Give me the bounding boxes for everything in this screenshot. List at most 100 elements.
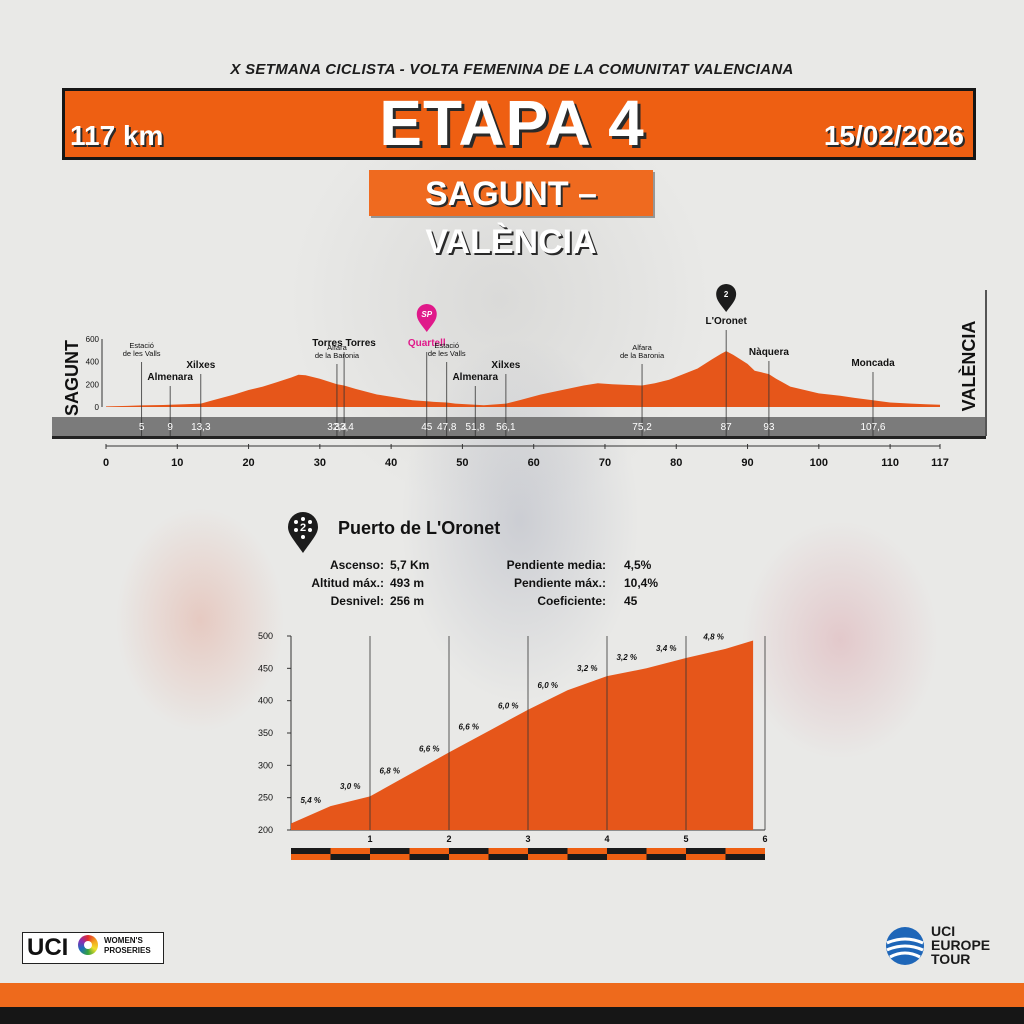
- proseries-line-1: WOMEN'S: [104, 936, 143, 945]
- km-axis-label: 110: [881, 457, 899, 469]
- km-axis-label: 40: [385, 457, 397, 469]
- km-axis-label: 90: [741, 457, 753, 469]
- stage-distance: 117 km: [70, 120, 164, 151]
- place-name-label: Quartell: [408, 338, 446, 349]
- km-point-label: 13,3: [191, 422, 211, 433]
- km-stripe-segment: [488, 854, 528, 860]
- km-axis-label: 100: [810, 457, 828, 469]
- stat-value-max-altitude: 493 m: [390, 576, 425, 590]
- km-point-label: 9: [167, 422, 173, 433]
- segment-gradient-label: 5,4 %: [301, 796, 321, 805]
- km-point-label: 51,8: [466, 422, 486, 433]
- segment-gradient-label: 6,0 %: [538, 681, 558, 690]
- km-point-label: 33,4: [334, 422, 354, 433]
- footer-orange-bar: [0, 983, 1024, 1007]
- stat-value-coefficient: 45: [624, 594, 638, 608]
- segment-gradient-label: 3,2 %: [577, 664, 597, 673]
- km-axis-label: 30: [314, 457, 326, 469]
- km-point-label: 32,4: [327, 422, 347, 433]
- uci-rings-center: [84, 941, 92, 949]
- km-axis-label: 117: [931, 457, 949, 469]
- y-tick-label: 200: [258, 825, 273, 835]
- place-name-label: de la Baronia: [620, 351, 665, 360]
- footer-dark-bar: [0, 1007, 1024, 1024]
- y-tick-label: 450: [258, 663, 273, 673]
- sprint-icon: [416, 304, 437, 332]
- globe-icon: [886, 927, 924, 965]
- km-stripe-segment: [646, 854, 686, 860]
- climb-name: Puerto de L'Oronet: [338, 518, 501, 538]
- place-name-label: L'Oronet: [706, 316, 748, 327]
- km-axis-label: 10: [171, 457, 183, 469]
- km-stripe-segment: [528, 848, 568, 854]
- kom-icon: [716, 284, 737, 312]
- km-axis-label: 60: [528, 457, 540, 469]
- place-name-label: Xilxes: [186, 360, 215, 371]
- kom-badge-label: 2: [724, 290, 729, 299]
- km-stripe-segment: [370, 848, 410, 854]
- proseries-line-2: PROSERIES: [104, 946, 151, 955]
- km-strip-edge: [52, 436, 986, 439]
- place-name-label: Torres Torres: [312, 338, 376, 349]
- km-stripe-segment: [291, 848, 331, 854]
- place-name-label: Nàquera: [749, 347, 789, 358]
- place-name-label: Xilxes: [491, 360, 520, 371]
- km-stripe-segment: [686, 848, 726, 854]
- km-point-label: 93: [763, 422, 775, 433]
- tour-line-2: EUROPE: [931, 937, 991, 953]
- y-tick-label: 250: [258, 793, 273, 803]
- place-name-label: de la Baronia: [315, 351, 360, 360]
- place-name-label: de les Valls: [123, 349, 161, 358]
- tour-line-3: TOUR: [931, 951, 971, 967]
- stat-label-avg-gradient: Pendiente media:: [506, 558, 606, 572]
- stat-label-elevation-gain: Desnivel:: [330, 594, 384, 608]
- europe-tour-logo: UCI EUROPE TOUR: [931, 924, 990, 966]
- place-name-label: Moncada: [851, 358, 895, 369]
- km-axis-label: 70: [599, 457, 611, 469]
- stage-route: SAGUNT – VALÈNCIA: [425, 175, 597, 261]
- km-axis-label: 0: [103, 457, 109, 469]
- km-strip: [52, 417, 986, 436]
- km-point-label: 87: [721, 422, 733, 433]
- sprint-badge-label: SP: [421, 310, 432, 319]
- stat-label-max-altitude: Altitud máx.:: [311, 576, 384, 590]
- km-point-label: 5: [139, 422, 145, 433]
- km-stripe-segment: [567, 854, 607, 860]
- stage-number: ETAPA 4: [379, 87, 645, 159]
- x-tick-label: 4: [604, 834, 609, 844]
- x-tick-label: 1: [367, 834, 372, 844]
- km-point-label: 45: [421, 422, 433, 433]
- km-point-label: 107,6: [860, 422, 885, 433]
- climb-profile-chart: 500 450 400 350 300 250 200 1 2 3 4 5 6 5,4 % 3,0 % 6,8…: [258, 631, 768, 860]
- start-town: SAGUNT: [62, 340, 82, 416]
- y-tick-label: 400: [258, 696, 273, 706]
- climb-elevation-area: [291, 640, 754, 830]
- stat-label-coefficient: Coeficiente:: [537, 594, 606, 608]
- segment-gradient-label: 6,6 %: [419, 744, 439, 753]
- route-box: [369, 170, 653, 216]
- y-tick-label: 300: [258, 760, 273, 770]
- y-tick-label: 500: [258, 631, 273, 641]
- y-tick-label: 350: [258, 728, 273, 738]
- stat-label-max-gradient: Pendiente máx.:: [513, 576, 606, 590]
- segment-gradient-label: 3,0 %: [340, 782, 360, 791]
- kom-category-icon: 2: [286, 512, 320, 554]
- place-name-label: Estació: [129, 341, 154, 350]
- segment-gradient-label: 3,4 %: [656, 644, 676, 653]
- tour-line-1: UCI: [931, 923, 956, 939]
- place-name-label: Estació: [434, 341, 459, 350]
- altitude-tick-label: 200: [86, 380, 100, 389]
- km-stripe-segment: [607, 848, 647, 854]
- stat-value-max-gradient: 10,4%: [624, 576, 659, 590]
- km-axis-label: 50: [456, 457, 468, 469]
- stage-banner: [62, 88, 976, 160]
- altitude-tick-label: 400: [86, 358, 100, 367]
- km-axis-label: 80: [670, 457, 682, 469]
- stage-elevation-area: [106, 351, 940, 407]
- km-stripe-segment: [330, 854, 370, 860]
- place-name-label: Almenara: [147, 372, 193, 383]
- uci-logo-text: UCI: [27, 934, 69, 961]
- event-title: X SETMANA CICLISTA - VOLTA FEMENINA DE L…: [230, 61, 794, 78]
- km-stripe-segment: [725, 854, 765, 860]
